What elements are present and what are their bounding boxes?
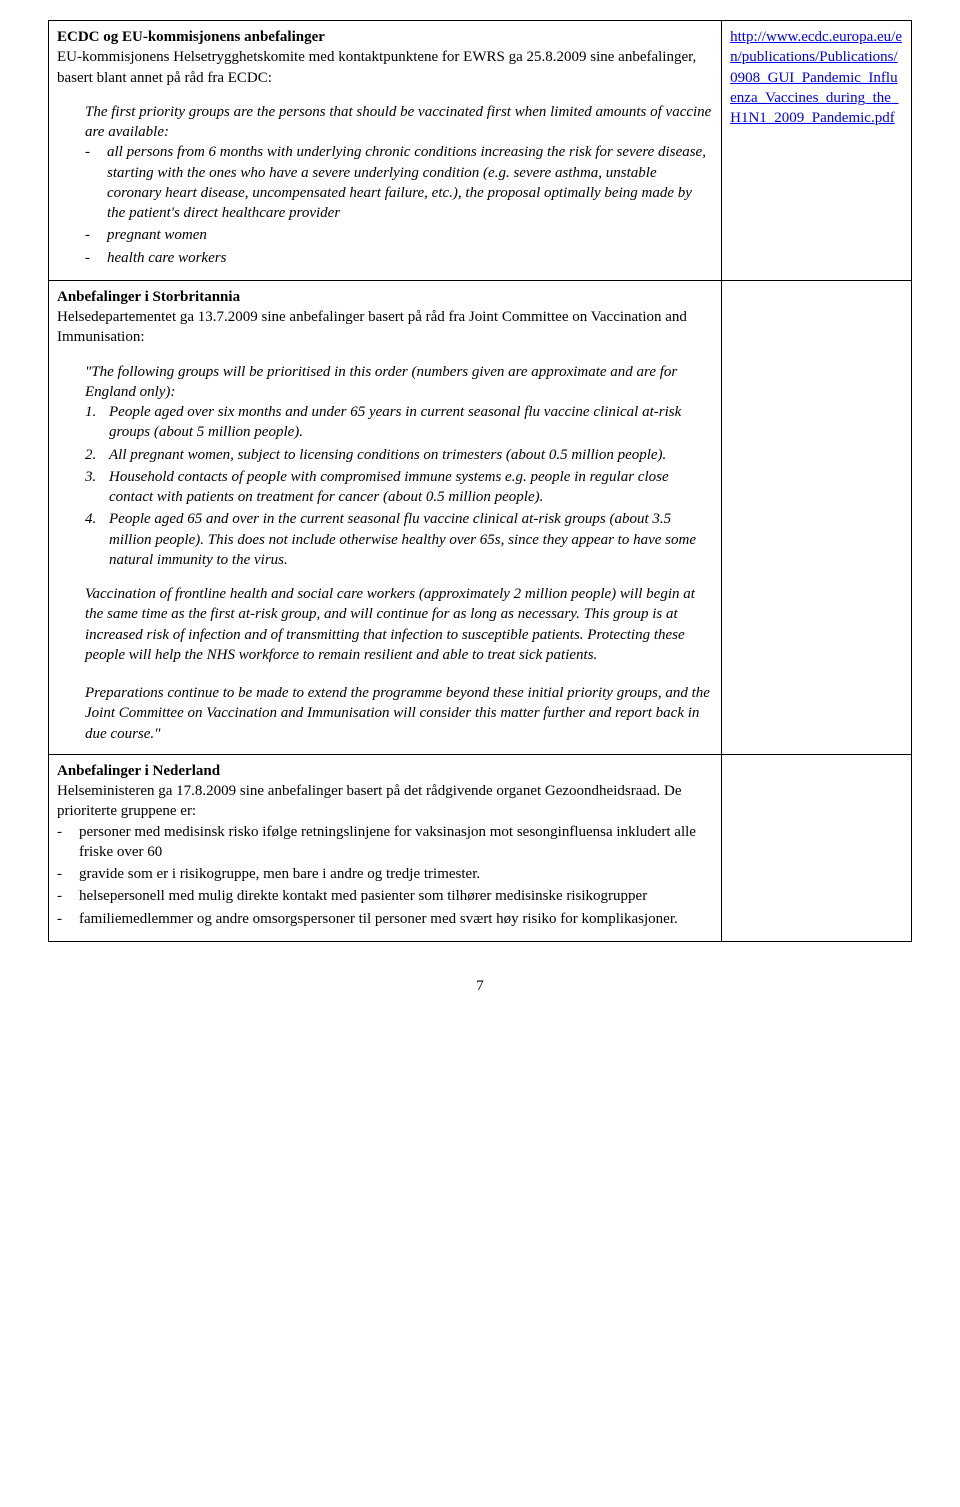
list-item: -personer med medisinsk risko ifølge ret…	[57, 822, 713, 863]
list-item: 3.Household contacts of people with comp…	[85, 467, 713, 508]
list-item: -health care workers	[85, 248, 713, 268]
list-item: -familiemedlemmer og andre omsorgsperson…	[57, 909, 713, 929]
nl-cell: Anbefalinger i Nederland Helseministeren…	[49, 754, 722, 941]
list-item: -helsepersonell med mulig direkte kontak…	[57, 886, 713, 906]
uk-cell: Anbefalinger i Storbritannia Helsedepart…	[49, 280, 722, 754]
list-item: -all persons from 6 months with underlyi…	[85, 142, 713, 223]
list-item: 1.People aged over six months and under …	[85, 402, 713, 443]
nl-empty-cell	[722, 754, 912, 941]
ecdc-lead: The first priority groups are the person…	[85, 102, 713, 143]
nl-intro: Helseministeren ga 17.8.2009 sine anbefa…	[57, 781, 713, 822]
ecdc-cell: ECDC og EU-kommisjonens anbefalinger EU-…	[49, 21, 722, 281]
list-item: 4.People aged 65 and over in the current…	[85, 509, 713, 570]
list-item: -gravide som er i risikogruppe, men bare…	[57, 864, 713, 884]
ecdc-link[interactable]: http://www.ecdc.europa.eu/en/publication…	[730, 29, 902, 126]
list-item: 2.All pregnant women, subject to licensi…	[85, 445, 713, 465]
list-item: -pregnant women	[85, 225, 713, 245]
ecdc-title: ECDC og EU-kommisjonens anbefalinger	[57, 27, 713, 47]
ecdc-intro: EU-kommisjonens Helsetrygghetskomite med…	[57, 47, 713, 88]
document-table: ECDC og EU-kommisjonens anbefalinger EU-…	[48, 20, 912, 942]
uk-intro: Helsedepartementet ga 13.7.2009 sine anb…	[57, 307, 713, 348]
uk-empty-cell	[722, 280, 912, 754]
uk-para1: Vaccination of frontline health and soci…	[85, 584, 713, 665]
ecdc-link-cell: http://www.ecdc.europa.eu/en/publication…	[722, 21, 912, 281]
page-number: 7	[48, 976, 912, 996]
uk-para2: Preparations continue to be made to exte…	[85, 683, 713, 744]
nl-title: Anbefalinger i Nederland	[57, 761, 713, 781]
uk-lead: "The following groups will be prioritise…	[85, 362, 713, 403]
uk-title: Anbefalinger i Storbritannia	[57, 287, 713, 307]
